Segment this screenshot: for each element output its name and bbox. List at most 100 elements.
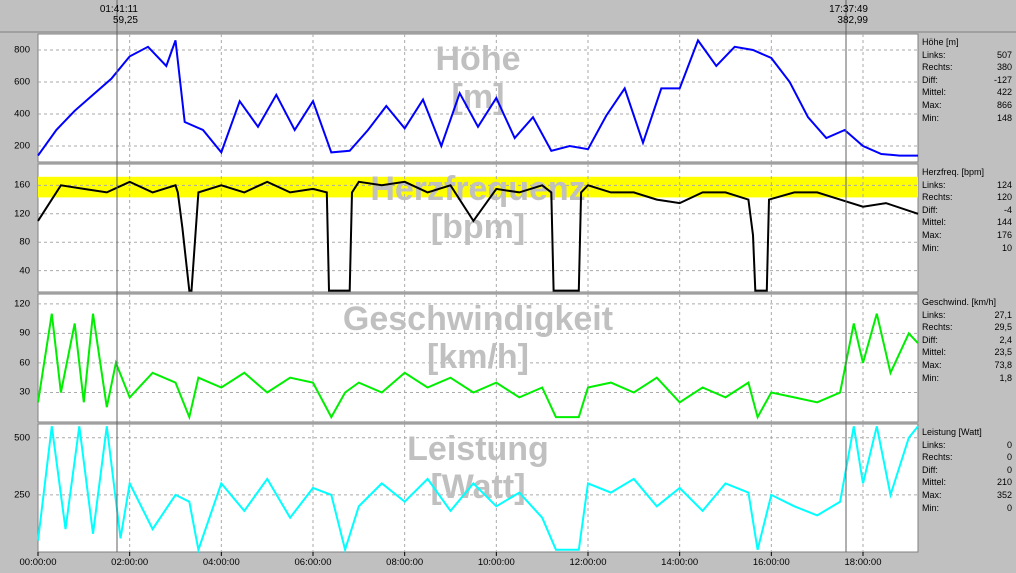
stats-value: 422 bbox=[996, 87, 1012, 98]
stats-label: Min: bbox=[922, 112, 940, 123]
stats-title: Herzfreq. [bpm] bbox=[922, 167, 985, 177]
x-tick-label-6: 12:00:00 bbox=[569, 557, 607, 568]
stats-row: Diff: 2,4 bbox=[922, 334, 1012, 347]
y-tick-hoehe-3: 800 bbox=[14, 44, 30, 56]
stats-label: Min: bbox=[922, 242, 940, 253]
x-tick-label-0: 00:00:00 bbox=[19, 557, 57, 568]
stats-row: Rechts: 380 bbox=[922, 61, 1012, 74]
stats-row: Max: 73,8 bbox=[922, 359, 1012, 372]
stats-label: Min: bbox=[922, 372, 940, 383]
stats-row: Diff: -127 bbox=[922, 74, 1012, 87]
stats-value: 210 bbox=[996, 477, 1012, 488]
watermark-herz-0: Herzfrequenz bbox=[370, 170, 585, 208]
stats-value: 352 bbox=[996, 489, 1012, 500]
y-tick-speed-2: 90 bbox=[19, 327, 30, 339]
stats-row: Rechts: 120 bbox=[922, 191, 1012, 204]
stats-label: Links: bbox=[922, 49, 946, 60]
x-tick-label-8: 16:00:00 bbox=[752, 557, 790, 568]
stats-label: Mittel: bbox=[922, 217, 947, 228]
stats-label: Max: bbox=[922, 229, 942, 240]
stats-value: 2,4 bbox=[999, 334, 1012, 345]
stats-value: 176 bbox=[996, 229, 1012, 240]
watermark-hoehe-0: Höhe bbox=[436, 40, 521, 78]
left-cursor-value: 59,25 bbox=[112, 15, 138, 26]
stats-panel-herz: Herzfreq. [bpm] Links: 124 Rechts: 120 Diff: -… bbox=[922, 166, 1012, 255]
stats-value: 23,5 bbox=[994, 347, 1012, 358]
stats-row: Mittel: 23,5 bbox=[922, 346, 1012, 359]
series-line-herz bbox=[37, 180, 919, 292]
stats-value: 148 bbox=[996, 112, 1012, 123]
stats-label: Max: bbox=[922, 99, 942, 110]
stats-row: Max: 176 bbox=[922, 229, 1012, 242]
stats-value: 29,5 bbox=[994, 322, 1012, 333]
y-tick-hoehe-0: 200 bbox=[14, 140, 30, 152]
y-tick-hoehe-1: 400 bbox=[14, 108, 30, 120]
stats-row: Links: 0 bbox=[922, 439, 1012, 452]
watermark-speed-1: [km/h] bbox=[427, 338, 529, 376]
stats-value: 0 bbox=[1006, 452, 1012, 463]
stats-row: Diff: 0 bbox=[922, 464, 1012, 477]
plot-area-hoehe bbox=[37, 33, 919, 163]
series-line-speed bbox=[37, 313, 919, 421]
target-zone-band bbox=[38, 176, 918, 198]
stats-label: Mittel: bbox=[922, 347, 947, 358]
stats-label: Rechts: bbox=[922, 192, 953, 203]
stats-label: Rechts: bbox=[922, 322, 953, 333]
stats-value: 124 bbox=[996, 179, 1012, 190]
stats-row: Links: 124 bbox=[922, 179, 1012, 192]
stats-value: 0 bbox=[1006, 502, 1012, 513]
stats-title: Höhe [m] bbox=[922, 37, 959, 47]
stats-value: 0 bbox=[1006, 439, 1012, 450]
stats-value: 144 bbox=[996, 217, 1012, 228]
stats-value: 1,8 bbox=[999, 372, 1012, 383]
stats-label: Diff: bbox=[922, 204, 938, 215]
stats-row: Min: 0 bbox=[922, 502, 1012, 515]
left-cursor-readout: 01:41:11 59,25 bbox=[90, 4, 138, 26]
stats-panel-speed: Geschwind. [km/h] Links: 27,1 Rechts: 29,5 Di… bbox=[922, 296, 1012, 385]
stats-row: Links: 27,1 bbox=[922, 309, 1012, 322]
stats-label: Diff: bbox=[922, 74, 938, 85]
stats-label: Mittel: bbox=[922, 87, 947, 98]
stats-label: Rechts: bbox=[922, 452, 953, 463]
watermark-hoehe-1: [m] bbox=[452, 78, 505, 116]
y-tick-power-1: 500 bbox=[14, 432, 30, 444]
stats-value: 866 bbox=[996, 99, 1012, 110]
y-tick-herz-2: 120 bbox=[14, 208, 30, 220]
y-tick-herz-1: 80 bbox=[19, 236, 30, 248]
stats-label: Min: bbox=[922, 502, 940, 513]
stats-row: Mittel: 210 bbox=[922, 476, 1012, 489]
y-tick-herz-3: 160 bbox=[14, 179, 30, 191]
series-line-hoehe bbox=[37, 38, 918, 157]
x-tick-label-5: 10:00:00 bbox=[477, 557, 515, 568]
x-tick-label-9: 18:00:00 bbox=[844, 557, 882, 568]
x-tick-label-2: 04:00:00 bbox=[202, 557, 240, 568]
y-tick-herz-0: 40 bbox=[19, 265, 30, 277]
stats-value: 73,8 bbox=[994, 359, 1012, 370]
right-cursor-readout: 17:37:49 382,99 bbox=[820, 4, 868, 26]
x-tick-label-1: 02:00:00 bbox=[111, 557, 149, 568]
watermark-power-0: Leistung bbox=[407, 430, 549, 468]
stats-label: Links: bbox=[922, 179, 946, 190]
y-tick-speed-0: 30 bbox=[19, 386, 30, 398]
stats-panel-hoehe: Höhe [m] Links: 507 Rechts: 380 Diff: -127 Mitt… bbox=[922, 36, 1012, 125]
stats-value: 0 bbox=[1006, 464, 1012, 475]
stats-row: Links: 507 bbox=[922, 49, 1012, 62]
stats-label: Max: bbox=[922, 489, 942, 500]
stats-title: Geschwind. [km/h] bbox=[922, 297, 997, 307]
x-tick-label-3: 06:00:00 bbox=[294, 557, 332, 568]
stats-value: 380 bbox=[996, 62, 1012, 73]
stats-label: Mittel: bbox=[922, 477, 947, 488]
stats-row: Mittel: 144 bbox=[922, 216, 1012, 229]
stats-row: Min: 148 bbox=[922, 112, 1012, 125]
y-tick-power-0: 250 bbox=[14, 489, 30, 501]
right-cursor-value: 382,99 bbox=[837, 15, 868, 26]
stats-label: Diff: bbox=[922, 464, 938, 475]
header-strip bbox=[0, 0, 1016, 32]
stats-row: Mittel: 422 bbox=[922, 86, 1012, 99]
stats-label: Max: bbox=[922, 359, 942, 370]
stats-row: Min: 10 bbox=[922, 242, 1012, 255]
y-tick-speed-3: 120 bbox=[14, 298, 30, 310]
stats-row: Diff: -4 bbox=[922, 204, 1012, 217]
stats-row: Max: 866 bbox=[922, 99, 1012, 112]
